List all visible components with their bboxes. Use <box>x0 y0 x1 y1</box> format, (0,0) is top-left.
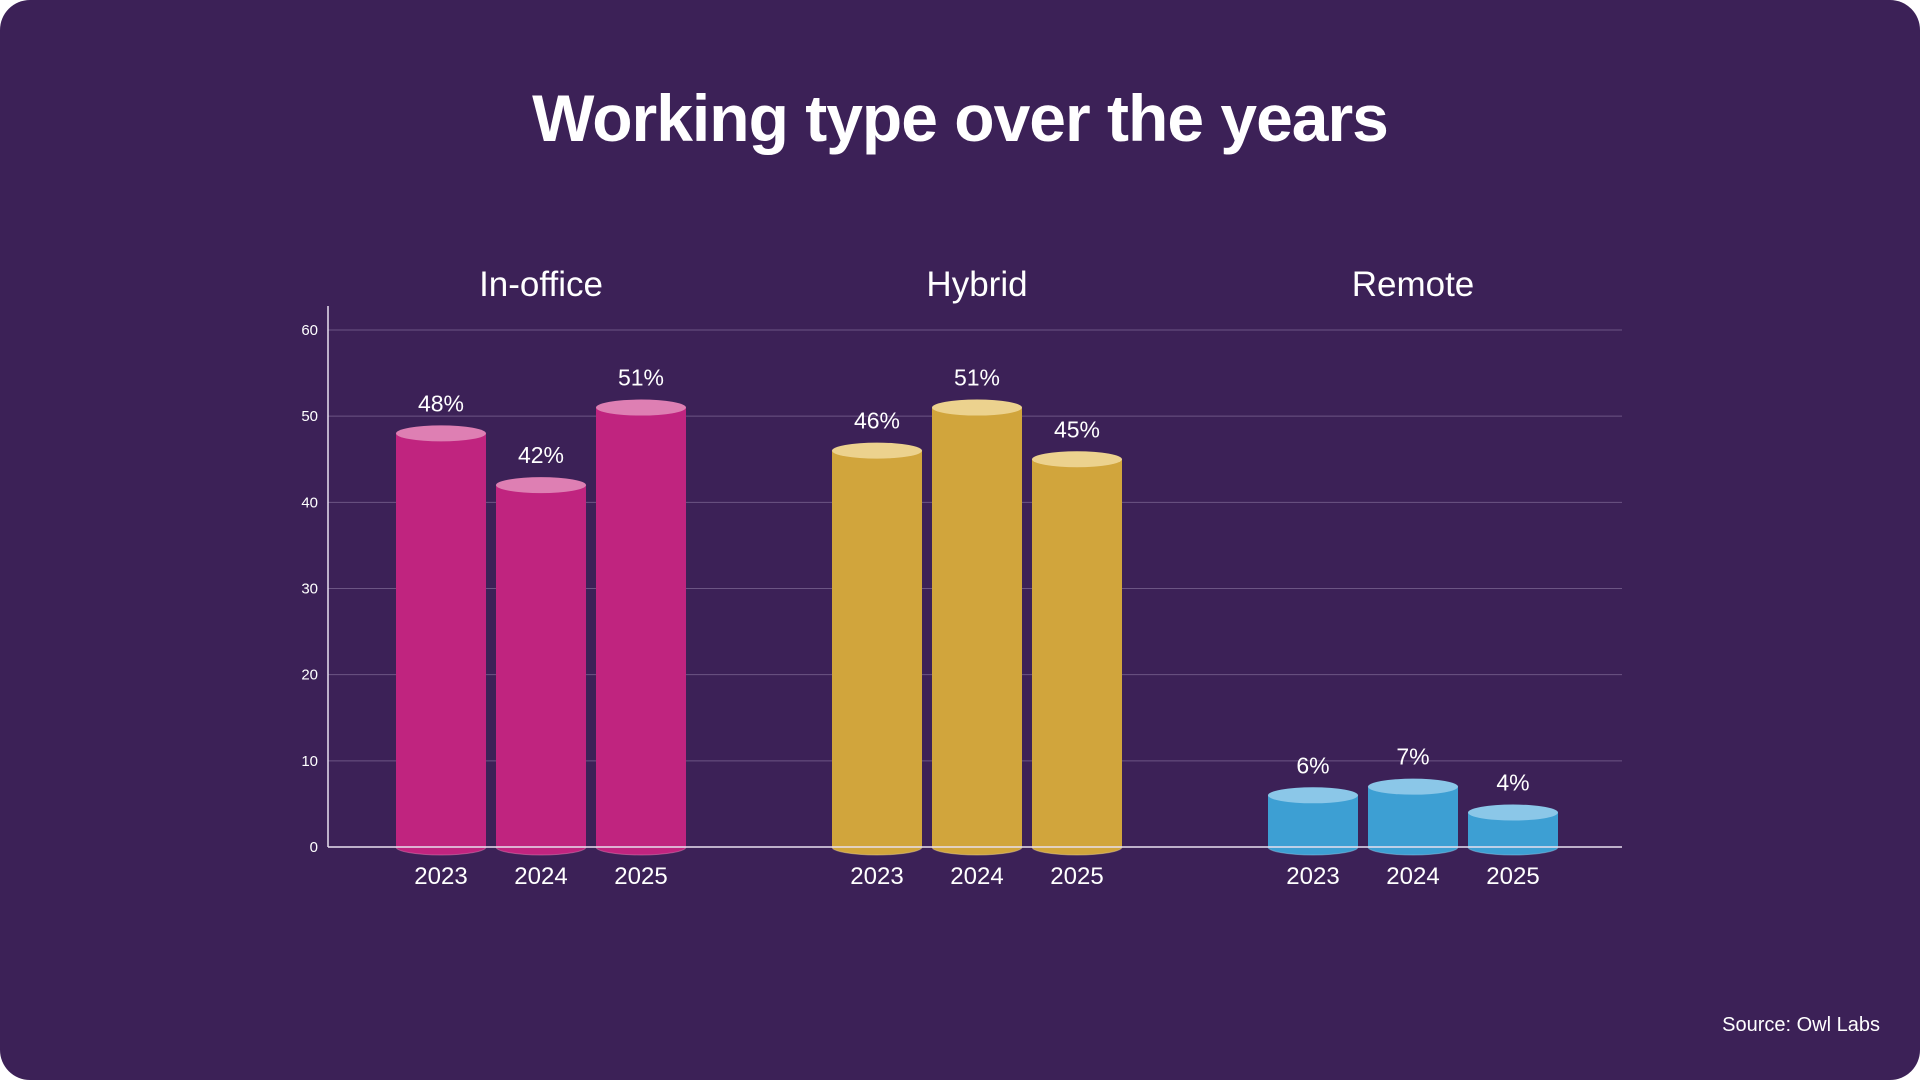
x-tick-label: 2023 <box>850 863 903 890</box>
bar <box>1468 812 1558 855</box>
bar-top <box>1032 451 1122 468</box>
bar-base-rim <box>1367 846 1459 856</box>
group-label: Hybrid <box>926 265 1027 304</box>
data-label: 51% <box>618 365 664 391</box>
y-tick-label: 60 <box>301 322 318 339</box>
bar-top <box>1368 778 1458 795</box>
x-tick-label: 2024 <box>950 863 1003 890</box>
x-tick-label: 2024 <box>1386 863 1439 890</box>
bar <box>496 485 586 855</box>
data-label: 6% <box>1296 752 1329 778</box>
y-tick-label: 10 <box>301 753 318 770</box>
bar-top <box>932 399 1022 416</box>
group-label: Remote <box>1352 265 1475 304</box>
bar <box>1032 459 1122 855</box>
data-label: 48% <box>418 390 464 416</box>
bar <box>932 407 1022 855</box>
x-tick-label: 2025 <box>614 863 667 890</box>
data-label: 51% <box>954 365 1000 391</box>
bar <box>1268 795 1358 855</box>
bar-base-rim <box>931 846 1023 856</box>
bar <box>832 450 922 855</box>
y-tick-label: 30 <box>301 581 318 598</box>
chart-title: Working type over the years <box>532 81 1389 155</box>
bar-base-rim <box>831 846 923 856</box>
bar <box>596 407 686 855</box>
bar-top <box>396 425 486 442</box>
bar-base-rim <box>395 846 487 856</box>
data-label: 42% <box>518 442 564 468</box>
bar-top <box>832 442 922 459</box>
bar-base-rim <box>595 846 687 856</box>
bar <box>396 433 486 855</box>
x-tick-label: 2024 <box>514 863 567 890</box>
data-label: 46% <box>854 408 900 434</box>
data-label: 7% <box>1396 744 1429 770</box>
bar <box>1368 786 1458 855</box>
bar-base-rim <box>1267 846 1359 856</box>
source-note: Source: Owl Labs <box>1722 1014 1880 1036</box>
y-tick-label: 20 <box>301 667 318 684</box>
data-label: 4% <box>1496 770 1529 796</box>
x-tick-label: 2025 <box>1486 863 1539 890</box>
group-label: In-office <box>479 265 603 304</box>
x-tick-label: 2023 <box>414 863 467 890</box>
bar-top <box>496 477 586 494</box>
bar-base-rim <box>495 846 587 856</box>
bar-top <box>596 399 686 416</box>
x-tick-label: 2025 <box>1050 863 1103 890</box>
bar-top <box>1268 787 1358 804</box>
bar-base-rim <box>1031 846 1123 856</box>
y-tick-label: 40 <box>301 494 318 511</box>
y-tick-label: 0 <box>310 839 318 856</box>
bar-base-rim <box>1467 846 1559 856</box>
data-label: 45% <box>1054 416 1100 442</box>
y-tick-label: 50 <box>301 408 318 425</box>
bar-top <box>1468 804 1558 821</box>
x-tick-label: 2023 <box>1286 863 1339 890</box>
